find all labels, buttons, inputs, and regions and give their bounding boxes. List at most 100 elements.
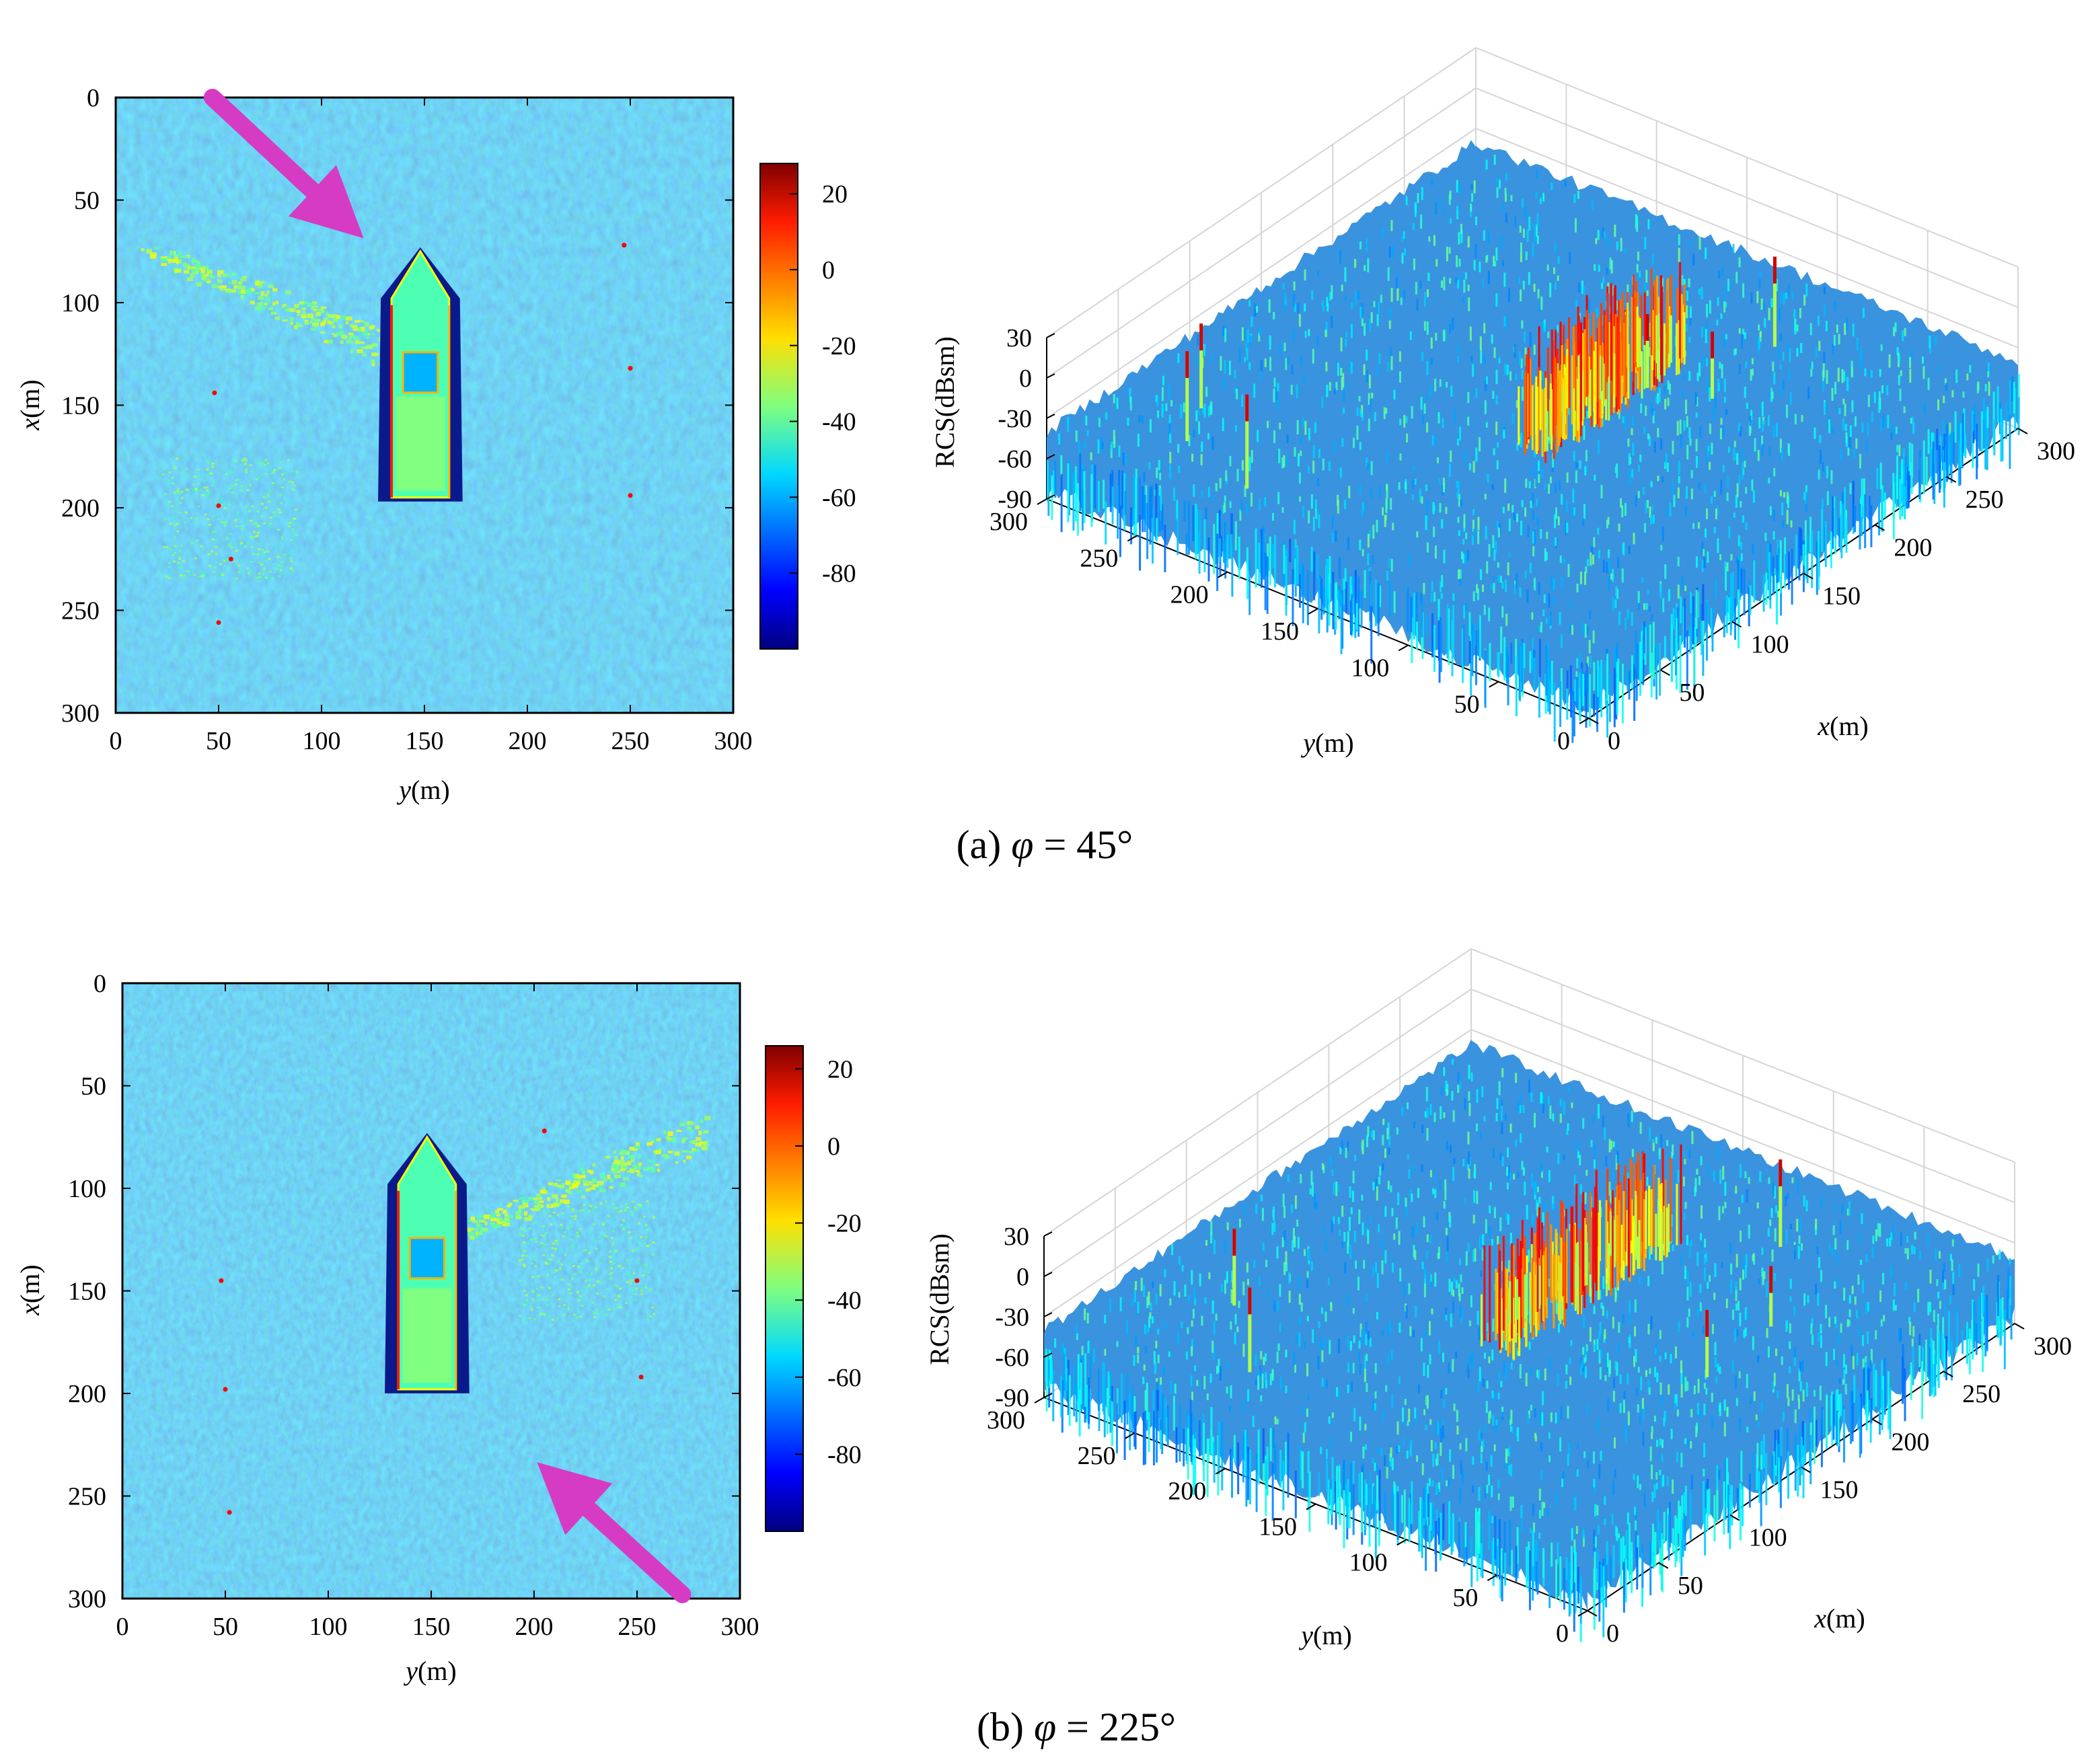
surface-texture xyxy=(1733,512,1736,519)
wake-fan-speckle xyxy=(611,1237,614,1239)
surface-texture xyxy=(1431,613,1434,658)
surface-texture xyxy=(1365,1321,1368,1334)
wake-fan-speckle xyxy=(215,561,219,564)
x-tick-label: 0 xyxy=(116,1613,129,1641)
surface-texture xyxy=(1514,580,1517,586)
surface-texture xyxy=(1242,1343,1245,1357)
surface-texture xyxy=(1414,478,1417,485)
wake-fan-speckle xyxy=(272,511,275,514)
wake-fan-speckle xyxy=(644,1264,648,1266)
wake-fan-speckle xyxy=(542,1298,545,1301)
wake-speckle xyxy=(311,307,314,310)
surface-texture xyxy=(1472,1215,1475,1224)
surface-texture xyxy=(1210,1231,1213,1243)
surface-texture xyxy=(1369,399,1372,412)
surface-texture xyxy=(1838,518,1841,547)
y-tick-mark xyxy=(1579,718,1590,724)
surface-texture xyxy=(1563,1102,1565,1116)
surface-texture xyxy=(1722,426,1725,438)
surface-texture xyxy=(1839,1220,1842,1235)
surface-texture xyxy=(1470,203,1472,212)
surface-texture xyxy=(1398,1376,1401,1385)
surface-texture xyxy=(1770,1208,1773,1218)
surface-texture xyxy=(1320,1307,1323,1314)
surface-texture xyxy=(1376,1186,1378,1201)
wake-fan-speckle xyxy=(282,543,285,545)
surface-texture xyxy=(1456,438,1459,446)
surface-texture xyxy=(1153,1351,1156,1365)
surface-texture xyxy=(1559,611,1561,625)
wake-speckle xyxy=(581,1170,586,1176)
wake-fan-speckle xyxy=(633,1206,636,1209)
wake-speckle xyxy=(254,292,260,295)
surface-texture xyxy=(1814,427,1816,439)
surface-texture xyxy=(1791,1177,1794,1184)
surface-texture xyxy=(1509,1232,1512,1245)
surface-texture xyxy=(1667,397,1670,406)
surface-texture xyxy=(1297,303,1300,313)
wake-fan-speckle xyxy=(603,1295,606,1298)
surface-texture xyxy=(1107,1371,1110,1402)
wake-fan-speckle xyxy=(186,570,190,573)
surface-texture xyxy=(1807,386,1810,399)
surface-texture xyxy=(1608,576,1610,591)
colorbar-tick-label: -60 xyxy=(822,484,856,512)
surface-texture xyxy=(1672,1245,1674,1252)
surface-texture xyxy=(1685,323,1688,332)
surface-texture xyxy=(1887,414,1890,428)
surface-texture xyxy=(1599,1321,1602,1334)
surface-texture xyxy=(1316,553,1319,579)
surface-texture xyxy=(1414,1250,1417,1260)
surface-texture xyxy=(1652,270,1655,284)
surface-texture xyxy=(1937,1291,1940,1299)
wake-speckle xyxy=(490,1225,497,1228)
surface-texture xyxy=(1378,486,1381,499)
surface-texture xyxy=(1664,1352,1667,1360)
wake-fan-speckle xyxy=(180,471,184,473)
surface-texture xyxy=(1768,477,1770,484)
surface-texture xyxy=(1307,1394,1310,1400)
wake-speckle xyxy=(350,324,354,328)
y-tick-label: 100 xyxy=(68,1175,106,1203)
surface-texture xyxy=(1861,422,1864,433)
surface-texture xyxy=(1735,1303,1738,1311)
wake-fan-speckle xyxy=(196,483,200,486)
surface-texture xyxy=(1157,410,1160,418)
surface-texture xyxy=(1649,606,1651,612)
surface-texture xyxy=(1951,1259,1953,1272)
surface-texture xyxy=(1276,1418,1279,1425)
surface-texture xyxy=(1753,1253,1756,1265)
surface-texture xyxy=(1361,502,1364,512)
surface-texture xyxy=(1838,1333,1840,1346)
point-scatterer xyxy=(628,493,633,498)
surface-texture xyxy=(1432,1188,1435,1194)
wake-speckle xyxy=(508,1202,513,1206)
x-tick-label: 150 xyxy=(406,727,444,755)
surface-texture xyxy=(1569,1376,1572,1385)
surface-texture xyxy=(1425,484,1427,492)
surface-texture xyxy=(1822,382,1825,392)
surface-texture xyxy=(1450,450,1452,462)
surface-texture xyxy=(1317,270,1320,277)
wake-fan-speckle xyxy=(563,1303,566,1306)
surface-texture xyxy=(1292,1227,1295,1242)
surface-texture xyxy=(1707,1282,1709,1289)
surface-texture xyxy=(1775,570,1778,625)
surface-texture xyxy=(1810,1323,1813,1334)
wake-fan-speckle xyxy=(624,1207,627,1210)
surface-texture xyxy=(1308,1471,1311,1532)
wake-fan-speckle xyxy=(617,1211,620,1213)
wake-fan-speckle xyxy=(162,467,165,470)
y-tick-label: 150 xyxy=(61,392,100,420)
surface-texture xyxy=(1475,244,1477,258)
surface-texture xyxy=(1448,608,1450,665)
wake-speckle xyxy=(258,296,264,301)
surface-texture xyxy=(1828,1242,1831,1252)
surface-texture xyxy=(1374,579,1377,626)
surface-texture xyxy=(1353,1335,1355,1343)
surface-texture xyxy=(1621,568,1624,583)
surface-texture xyxy=(1372,1457,1374,1463)
wake-speckle xyxy=(200,272,204,278)
surface-texture xyxy=(1942,420,1945,442)
surface-texture xyxy=(1380,295,1382,303)
